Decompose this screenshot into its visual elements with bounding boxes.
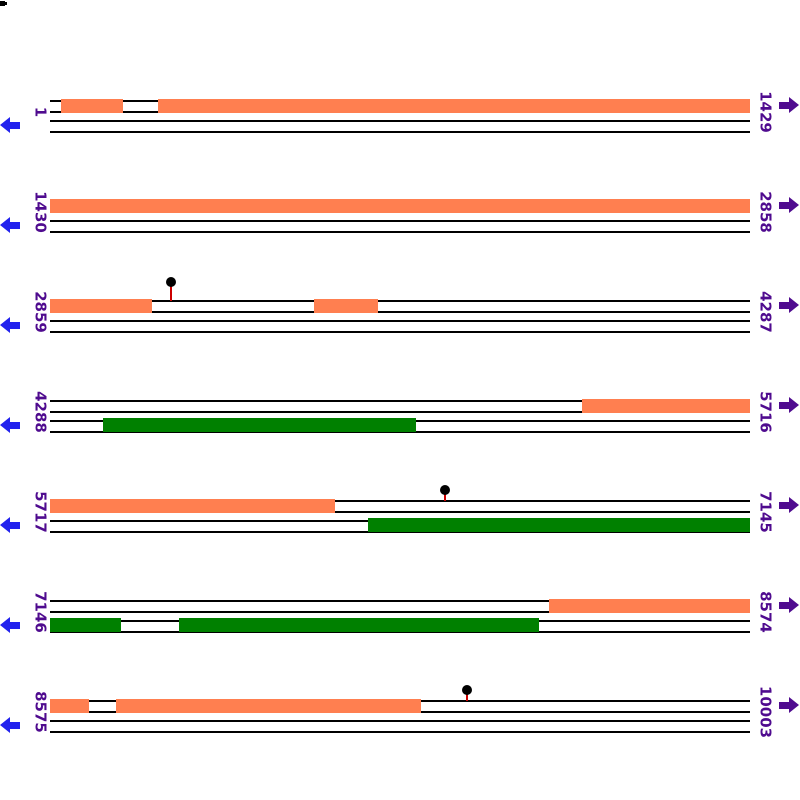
marker-dot-icon — [462, 685, 472, 695]
marker-stem — [466, 693, 468, 701]
continue-left-arrow-icon[interactable] — [0, 116, 21, 134]
forward-feature-bar — [50, 299, 152, 313]
strand-line — [50, 600, 750, 602]
forward-feature-bar — [158, 99, 750, 113]
marker-stem — [444, 493, 446, 501]
continue-right-arrow-icon[interactable] — [778, 297, 799, 314]
forward-feature-bar — [50, 499, 335, 513]
continue-left-arrow-icon[interactable] — [0, 716, 21, 734]
reverse-feature-bar — [50, 618, 121, 632]
strand-line — [50, 311, 750, 313]
strand-line — [50, 230, 750, 233]
strand-line — [50, 411, 750, 413]
strand-line — [50, 300, 750, 302]
strand-line — [50, 330, 750, 333]
continue-right-arrow-icon[interactable] — [778, 397, 799, 414]
continue-right-arrow-icon[interactable] — [778, 697, 799, 714]
reverse-feature-bar — [368, 518, 750, 532]
strand-line — [50, 119, 750, 122]
strand-line — [50, 611, 750, 613]
row-start-coordinate: 8575 — [31, 691, 50, 733]
reverse-feature-bar — [179, 618, 539, 632]
strand-line — [50, 400, 750, 402]
strand-line — [50, 130, 750, 133]
forward-feature-bar — [50, 699, 89, 713]
forward-feature-bar — [61, 99, 123, 113]
strand-line — [50, 730, 750, 733]
forward-feature-bar — [549, 599, 750, 613]
continue-left-arrow-icon[interactable] — [0, 616, 21, 634]
forward-feature-bar — [314, 299, 378, 313]
forward-feature-bar — [116, 699, 421, 713]
marker-dot-icon — [440, 485, 450, 495]
continue-right-arrow-icon[interactable] — [778, 497, 799, 514]
row-end-coordinate: 10003 — [756, 685, 775, 739]
continue-left-arrow-icon[interactable] — [0, 216, 21, 234]
strand-line — [50, 319, 750, 322]
continue-right-arrow-icon[interactable] — [778, 597, 799, 614]
marker-dot-icon — [166, 277, 176, 287]
strand-line — [50, 511, 750, 513]
strand-line — [50, 719, 750, 722]
strand-line — [50, 219, 750, 222]
continue-right-arrow-icon[interactable] — [778, 197, 799, 214]
reverse-feature-bar — [103, 418, 416, 432]
forward-feature-bar — [50, 199, 750, 213]
strand-line — [50, 500, 750, 502]
continue-right-arrow-icon[interactable] — [778, 97, 799, 114]
marker-stem — [170, 285, 172, 301]
continue-left-arrow-icon[interactable] — [0, 516, 21, 534]
continue-left-arrow-icon[interactable] — [0, 416, 21, 434]
forward-feature-bar — [582, 399, 750, 413]
corner-artifact — [0, 1, 7, 6]
continue-left-arrow-icon[interactable] — [0, 316, 21, 334]
